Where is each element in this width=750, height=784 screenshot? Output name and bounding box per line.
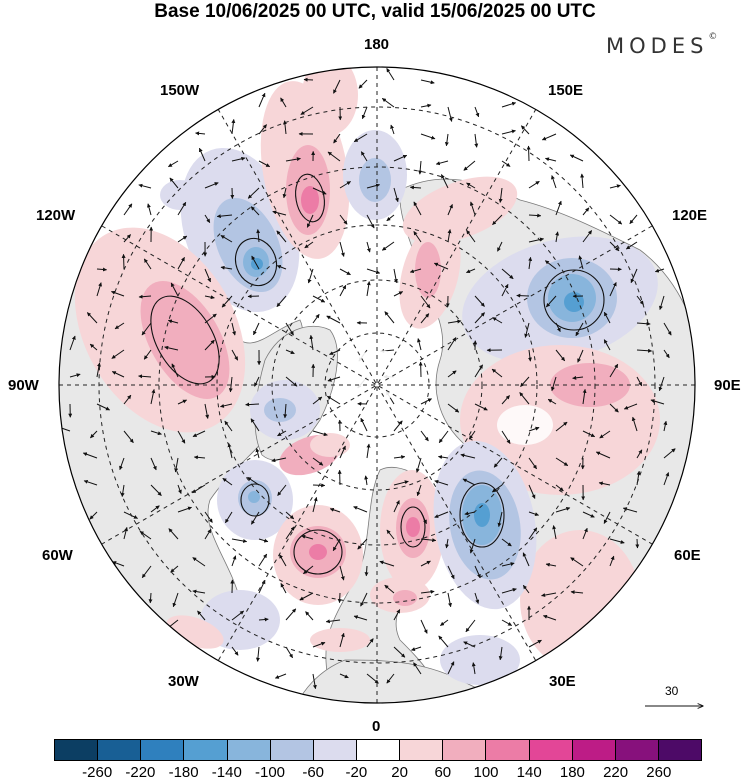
lon-label-150e: 150E xyxy=(548,82,583,100)
lon-label-90w: 90W xyxy=(8,377,39,395)
colorbar-swatch xyxy=(616,740,659,760)
colorbar-swatch xyxy=(141,740,184,760)
reference-vector-label: 30 xyxy=(665,684,678,698)
positive-anomaly-middle-east xyxy=(520,530,640,670)
wind-vector xyxy=(517,296,529,297)
positive-anomaly-aleutian xyxy=(160,180,200,210)
positive-anomaly-pacific-core xyxy=(301,186,319,214)
lon-label-60e: 60E xyxy=(674,547,701,565)
colorbar-tick-label: -260 xyxy=(82,764,112,781)
colorbar-tick-label: 220 xyxy=(603,764,628,781)
colorbar-tick-label: 100 xyxy=(473,764,498,781)
arctic-ocean-center xyxy=(348,350,408,400)
colorbar-tick-label: -140 xyxy=(212,764,242,781)
colorbar-tick-label: 60 xyxy=(434,764,451,781)
colorbar-tick-label: 180 xyxy=(560,764,585,781)
wind-vector xyxy=(150,593,151,603)
lon-label-120e: 120E xyxy=(672,207,707,225)
wind-vector xyxy=(637,539,638,548)
colorbar-swatch xyxy=(486,740,529,760)
positive-anomaly-atlantic-sw xyxy=(310,628,370,652)
positive-anomaly-scandinavia-core xyxy=(406,517,420,537)
colorbar-tick-label: 20 xyxy=(391,764,408,781)
positive-anomaly-gulf-alaska xyxy=(302,55,358,135)
colorbar-tick-label: -220 xyxy=(125,764,155,781)
colorbar-tick-label: -180 xyxy=(169,764,199,781)
negative-anomaly-russia-core xyxy=(474,503,490,527)
negative-anomaly-canadian-arctic-inner xyxy=(264,398,296,422)
colorbar-swatch xyxy=(530,740,573,760)
negative-anomaly-bering-inner xyxy=(359,158,391,202)
colorbar-swatch xyxy=(659,740,701,760)
wind-vector xyxy=(124,254,125,269)
map-content xyxy=(40,50,720,730)
colorbar-tick-labels: -260 -220 -180 -140 -100 -60 -20 20 60 100 140 180 2… xyxy=(0,764,750,784)
colorbar-swatch xyxy=(184,740,227,760)
lon-label-90e: 90E xyxy=(714,377,741,395)
colorbar-swatch xyxy=(55,740,98,760)
wind-vector xyxy=(529,146,530,161)
colorbar-tick-label: -60 xyxy=(302,764,324,781)
wind-vector xyxy=(246,404,259,405)
wind-vector xyxy=(248,296,259,297)
lon-label-150w: 150W xyxy=(160,82,199,100)
lon-label-30w: 30W xyxy=(168,673,199,691)
lon-label-180: 180 xyxy=(364,36,389,54)
colorbar-tick-label: -20 xyxy=(346,764,368,781)
colorbar-tick-label: 260 xyxy=(646,764,671,781)
colorbar-tick-label: -100 xyxy=(255,764,285,781)
lon-label-60w: 60W xyxy=(42,547,73,565)
colorbar-swatch xyxy=(400,740,443,760)
colorbar-swatch xyxy=(98,740,141,760)
lon-label-0: 0 xyxy=(372,718,380,736)
colorbar-swatch xyxy=(443,740,486,760)
colorbar-swatch xyxy=(573,740,616,760)
colorbar xyxy=(54,739,702,761)
colorbar-tick-label: 140 xyxy=(517,764,542,781)
lon-label-120w: 120W xyxy=(36,207,75,225)
colorbar-swatch xyxy=(357,740,400,760)
positive-anomaly-north-atlantic-core xyxy=(309,544,327,560)
neutral-anomaly-kazakhstan-hole xyxy=(497,405,553,445)
wind-vector xyxy=(529,215,541,216)
negative-anomaly-mediterranean xyxy=(440,635,520,685)
wind-vector xyxy=(304,80,313,81)
colorbar-swatch xyxy=(271,740,314,760)
colorbar-swatch xyxy=(228,740,271,760)
colorbar-swatch xyxy=(314,740,357,760)
polar-stereographic-map xyxy=(0,0,750,735)
positive-anomaly-baltic-inner xyxy=(393,590,417,606)
wind-vector xyxy=(366,566,367,576)
positive-anomaly-siberia-small xyxy=(310,433,350,457)
wind-vector xyxy=(340,593,341,603)
negative-anomaly-nw-pacific-center xyxy=(251,258,263,270)
lon-label-30e: 30E xyxy=(549,673,576,691)
